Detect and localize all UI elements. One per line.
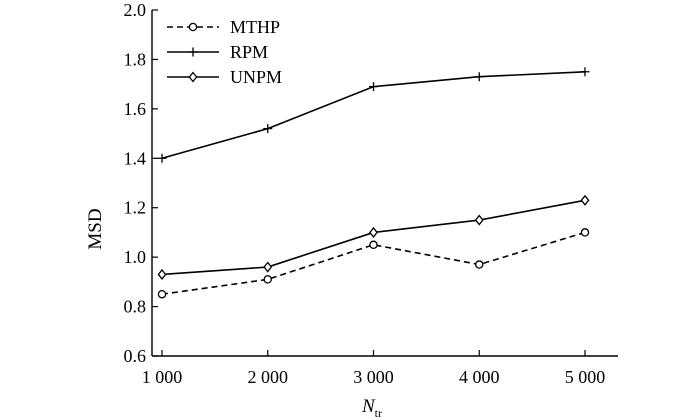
y-tick-label: 1.2 bbox=[124, 198, 147, 218]
data-point-mthp bbox=[157, 289, 167, 299]
data-point-rpm bbox=[369, 82, 378, 92]
data-point-rpm bbox=[474, 72, 484, 82]
legend-label-rpm: RPM bbox=[230, 42, 268, 62]
data-point-mthp bbox=[369, 240, 378, 250]
data-point-unpm bbox=[580, 194, 590, 206]
legend-item-mthp: MTHP bbox=[167, 17, 280, 37]
data-point-unpm bbox=[474, 214, 484, 226]
x-axis-label-sub: tr bbox=[375, 406, 382, 420]
x-axis-label: Ntr bbox=[361, 396, 382, 420]
chart-series bbox=[157, 67, 590, 299]
series-unpm bbox=[157, 194, 590, 280]
legend-label-unpm: UNPM bbox=[230, 67, 282, 87]
data-point-unpm bbox=[369, 226, 378, 238]
y-tick-label: 1.4 bbox=[124, 148, 147, 168]
y-tick-label: 1.6 bbox=[124, 99, 147, 119]
x-axis-label-main: N bbox=[361, 396, 376, 417]
series-mthp bbox=[157, 228, 590, 299]
legend-marker-rpm bbox=[188, 47, 198, 57]
y-tick-label: 1.8 bbox=[124, 49, 147, 69]
legend-item-unpm: UNPM bbox=[167, 67, 282, 87]
x-tick-label: 4 000 bbox=[459, 367, 500, 387]
y-tick-label: 0.8 bbox=[124, 297, 147, 317]
data-point-mthp bbox=[263, 275, 272, 284]
data-point-mthp bbox=[580, 228, 590, 237]
series-line-mthp bbox=[161, 231, 586, 296]
legend-marker-mthp bbox=[188, 22, 198, 32]
x-tick-label: 1 000 bbox=[142, 367, 183, 387]
chart-legend: MTHP RPM UNPM bbox=[167, 17, 282, 87]
x-tick-label: 5 000 bbox=[565, 367, 606, 387]
data-point-rpm bbox=[263, 124, 273, 134]
data-point-unpm bbox=[157, 268, 167, 280]
x-tick-label: 3 000 bbox=[353, 367, 394, 387]
y-tick-label: 1.0 bbox=[124, 247, 147, 267]
data-point-rpm bbox=[580, 67, 590, 77]
data-point-rpm bbox=[157, 153, 167, 163]
legend-label-mthp: MTHP bbox=[230, 17, 280, 37]
legend-marker-unpm bbox=[188, 71, 198, 83]
series-rpm bbox=[157, 67, 590, 163]
y-tick-label: 2.0 bbox=[124, 0, 147, 20]
data-point-mthp bbox=[474, 260, 484, 269]
data-point-unpm bbox=[263, 261, 273, 273]
x-tick-label: 2 000 bbox=[248, 367, 289, 387]
chart-axes: 0.6 0.8 1.0 1.2 1.4 1.6 1.8 2.0 1 000 2 000 3 000 4… bbox=[124, 0, 618, 387]
y-tick-label: 0.6 bbox=[124, 346, 147, 366]
y-axis-label: MSD bbox=[85, 208, 106, 249]
legend-item-rpm: RPM bbox=[167, 42, 268, 62]
